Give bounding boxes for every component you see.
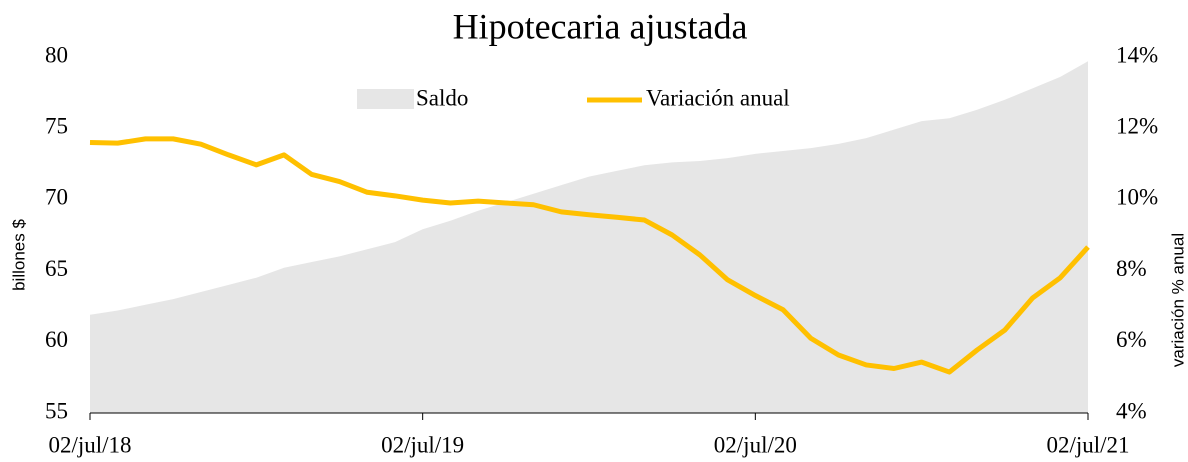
area	[90, 61, 1088, 413]
x-tick-label: 02/jul/19	[381, 432, 464, 457]
legend-label: Saldo	[416, 85, 468, 110]
y2-tick-label: 12%	[1116, 113, 1158, 138]
y-axis-title: billones $	[9, 219, 28, 291]
y-tick-label: 70	[45, 185, 68, 210]
x-tick-label: 02/jul/20	[714, 432, 797, 457]
y-tick-label: 65	[45, 256, 68, 281]
y-tick-label: 75	[45, 113, 68, 138]
legend-label: Variación anual	[646, 85, 790, 110]
chart-title: Hipotecaria ajustada	[453, 6, 748, 46]
y2-tick-label: 14%	[1116, 42, 1158, 67]
y2-tick-label: 8%	[1116, 256, 1147, 281]
x-tick-label: 02/jul/21	[1046, 432, 1129, 457]
x-tick-label: 02/jul/18	[48, 432, 131, 457]
y-tick-label: 80	[45, 42, 68, 67]
y-tick-label: 60	[45, 327, 68, 352]
y2-axis-title: variación % anual	[1168, 233, 1187, 367]
line	[89, 136, 1090, 375]
y2-tick-label: 6%	[1116, 327, 1147, 352]
y2-tick-label: 10%	[1116, 185, 1158, 210]
y2-tick-label: 4%	[1116, 398, 1147, 423]
y-tick-label: 55	[45, 398, 68, 423]
legend-swatch	[357, 89, 414, 109]
